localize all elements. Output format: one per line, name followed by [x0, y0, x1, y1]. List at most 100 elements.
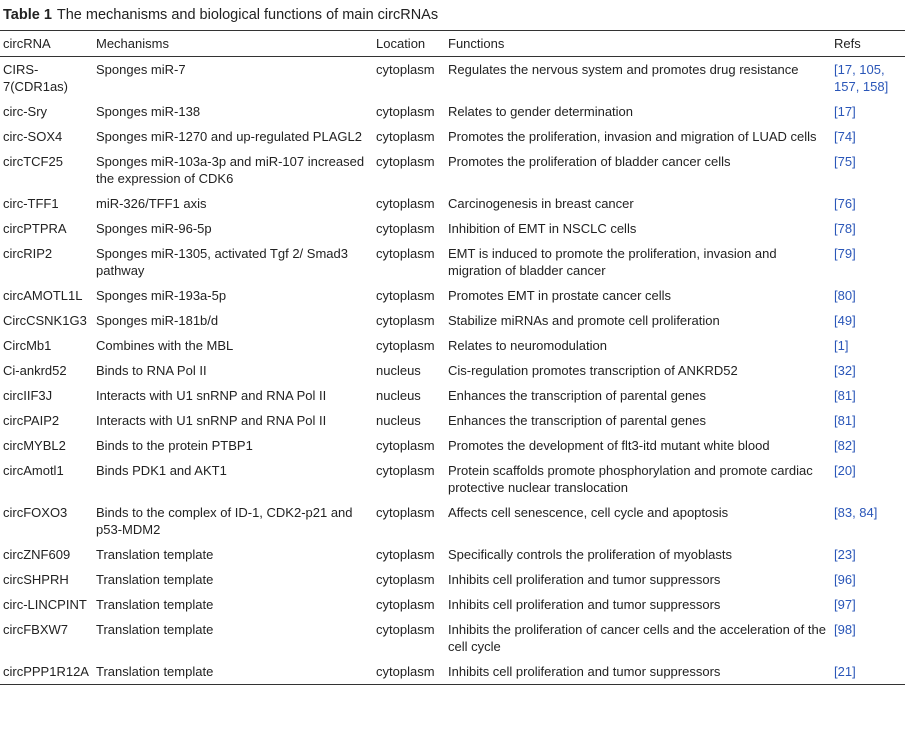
refs-cell: [81]: [834, 388, 856, 403]
table-header: circRNA Mechanisms Location Functions Refs: [0, 30, 905, 57]
table-row: circAmotl1 Binds PDK1 and AKT1 cytoplasm Pr…: [0, 458, 905, 500]
function-cell: Inhibits cell proliferation and tumor su…: [448, 597, 721, 612]
location-cell: cytoplasm: [376, 154, 435, 169]
table-row: CIRS-7(CDR1as) Sponges miR-7 cytoplasm Regu…: [0, 57, 905, 100]
refs-cell: [1]: [834, 338, 849, 353]
table-row: Ci-ankrd52 Binds to RNA Pol II nucleus Cis-…: [0, 358, 905, 383]
function-cell: Carcinogenesis in breast cancer: [448, 196, 634, 211]
table-row: circ-TFF1 miR-326/TFF1 axis cytoplasm Carci…: [0, 191, 905, 216]
location-cell: cytoplasm: [376, 288, 435, 303]
circrna-cell: circIIF3J: [3, 388, 53, 403]
mechanism-cell: Translation template: [96, 547, 214, 562]
refs-cell: [78]: [834, 221, 856, 236]
location-cell: cytoplasm: [376, 129, 435, 144]
circrna-cell: Ci-ankrd52: [3, 363, 67, 378]
circrna-cell: circMYBL2: [3, 438, 66, 453]
refs-cell: [49]: [834, 313, 856, 328]
mechanism-cell: Binds to RNA Pol II: [96, 363, 207, 378]
function-cell: Promotes the proliferation, invasion and…: [448, 129, 817, 144]
circrna-cell: circPTPRA: [3, 221, 67, 236]
mechanism-cell: Sponges miR-96-5p: [96, 221, 212, 236]
mechanism-cell: miR-326/TFF1 axis: [96, 196, 207, 211]
refs-cell: [74]: [834, 129, 856, 144]
function-cell: Relates to gender determination: [448, 104, 634, 119]
circrna-cell: circAmotl1: [3, 463, 64, 478]
circrna-cell: circ-SOX4: [3, 129, 63, 144]
location-cell: cytoplasm: [376, 246, 435, 261]
location-cell: cytoplasm: [376, 313, 435, 328]
caption: Table 1 The mechanisms and biological fun…: [3, 7, 438, 23]
circrna-cell: circFBXW7: [3, 622, 68, 637]
mechanism-cell: Sponges miR-7: [96, 62, 186, 77]
header-cell: circRNA: [3, 36, 51, 51]
mechanism-cell: Sponges miR-1305, activated Tgf 2/ Smad3…: [96, 246, 348, 278]
location-cell: cytoplasm: [376, 505, 435, 520]
refs-cell: [82]: [834, 438, 856, 453]
location-cell: nucleus: [376, 388, 421, 403]
table-row: circPPP1R12A Translation template cytoplas…: [0, 659, 905, 685]
circrna-cell: circ-TFF1: [3, 196, 59, 211]
function-cell: Promotes the development of flt3-itd mut…: [448, 438, 770, 453]
location-cell: cytoplasm: [376, 221, 435, 236]
location-cell: cytoplasm: [376, 196, 435, 211]
location-cell: cytoplasm: [376, 622, 435, 637]
table-row: circ-Sry Sponges miR-138 cytoplasm Relates …: [0, 99, 905, 124]
location-cell: cytoplasm: [376, 463, 435, 478]
function-cell: Promotes EMT in prostate cancer cells: [448, 288, 672, 303]
table-row: circSHPRH Translation template cytoplasm In…: [0, 567, 905, 592]
function-cell: Affects cell senescence, cell cycle and …: [448, 505, 729, 520]
circrna-cell: circZNF609: [3, 547, 71, 562]
header-row: circRNA Mechanisms Location Functions Refs: [0, 30, 905, 57]
location-cell: cytoplasm: [376, 104, 435, 119]
refs-cell: [80]: [834, 288, 856, 303]
table-row: circFBXW7 Translation template cytoplasm In…: [0, 617, 905, 659]
circrna-cell: CIRS-7(CDR1as): [3, 62, 69, 94]
table-row: circRIP2 Sponges miR-1305, activated Tgf …: [0, 241, 905, 283]
table-row: circ-SOX4 Sponges miR-1270 and up-regulat…: [0, 124, 905, 149]
location-cell: cytoplasm: [376, 547, 435, 562]
circrna-cell: CircCSNK1G3: [3, 313, 87, 328]
table-label: Table 1: [3, 7, 52, 23]
mechanism-cell: Interacts with U1 snRNP and RNA Pol II: [96, 413, 327, 428]
refs-cell: [17, 105, 157, 158]: [834, 62, 889, 94]
refs-cell: [96]: [834, 572, 856, 587]
mechanism-cell: Interacts with U1 snRNP and RNA Pol II: [96, 388, 327, 403]
function-cell: Stabilize miRNAs and promote cell prolif…: [448, 313, 720, 328]
circrna-cell: circ-LINCPINT: [3, 597, 87, 612]
mechanism-cell: Translation template: [96, 572, 214, 587]
mechanism-cell: Binds PDK1 and AKT1: [96, 463, 227, 478]
location-cell: cytoplasm: [376, 438, 435, 453]
function-cell: Promotes the proliferation of bladder ca…: [448, 154, 731, 169]
circrna-cell: circAMOTL1L: [3, 288, 83, 303]
refs-cell: [98]: [834, 622, 856, 637]
location-cell: nucleus: [376, 413, 421, 428]
table: circRNA Mechanisms Location Functions Refs C…: [0, 30, 905, 685]
function-cell: Cis-regulation promotes transcription of…: [448, 363, 738, 378]
table-row: circFOXO3 Binds to the complex of ID-1, C…: [0, 500, 905, 542]
function-cell: Enhances the transcription of parental g…: [448, 413, 707, 428]
function-cell: Inhibits cell proliferation and tumor su…: [448, 664, 721, 679]
table-row: circAMOTL1L Sponges miR-193a-5p cytoplasm P…: [0, 283, 905, 308]
mechanism-cell: Sponges miR-181b/d: [96, 313, 219, 328]
refs-cell: [97]: [834, 597, 856, 612]
mechanism-cell: Sponges miR-193a-5p: [96, 288, 227, 303]
mechanism-cell: Sponges miR-138: [96, 104, 201, 119]
refs-cell: [20]: [834, 463, 856, 478]
circrna-cell: circPAIP2: [3, 413, 60, 428]
mechanism-cell: Translation template: [96, 664, 214, 679]
function-cell: Relates to neuromodulation: [448, 338, 607, 353]
table-body: CIRS-7(CDR1as) Sponges miR-7 cytoplasm Regu…: [0, 57, 905, 685]
location-cell: cytoplasm: [376, 597, 435, 612]
function-cell: Specifically controls the proliferation …: [448, 547, 732, 562]
refs-cell: [23]: [834, 547, 856, 562]
mechanism-cell: Binds to the protein PTBP1: [96, 438, 253, 453]
function-cell: Enhances the transcription of parental g…: [448, 388, 707, 403]
header-cell: Location: [376, 36, 426, 51]
mechanism-cell: Sponges miR-103a-3p and miR-107 increase…: [96, 154, 365, 186]
function-cell: Inhibits the proliferation of cancer cel…: [448, 622, 826, 654]
table-row: circ-LINCPINT Translation template cytopla…: [0, 592, 905, 617]
mechanism-cell: Translation template: [96, 622, 214, 637]
circrna-cell: circ-Sry: [3, 104, 48, 119]
location-cell: cytoplasm: [376, 338, 435, 353]
